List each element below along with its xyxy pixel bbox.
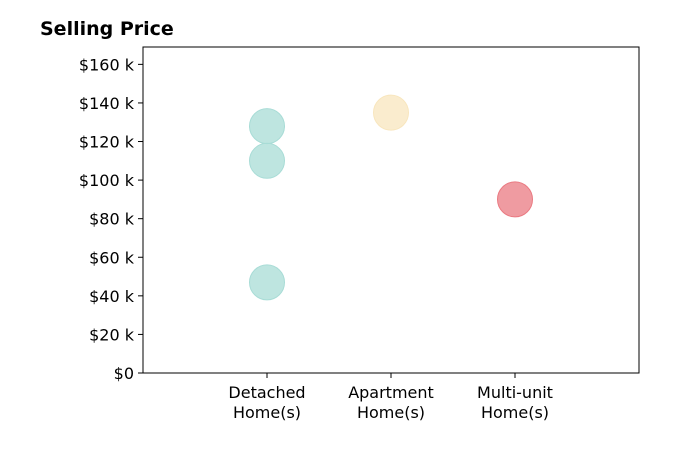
y-tick-label: $0 <box>114 364 134 383</box>
data-point <box>373 94 409 131</box>
y-tick-label: $20 k <box>89 325 135 344</box>
x-tick-label: Multi-unit Home(s) <box>477 383 553 422</box>
data-point <box>497 181 533 218</box>
data-point <box>249 264 285 301</box>
data-point <box>249 108 285 145</box>
y-tick-label: $100 k <box>79 171 135 190</box>
x-tick-label: Apartment Home(s) <box>348 383 434 422</box>
x-tick-label: Detached Home(s) <box>228 383 305 422</box>
y-tick-label: $120 k <box>79 133 135 152</box>
y-tick-label: $160 k <box>79 55 135 74</box>
y-tick-label: $40 k <box>89 287 135 306</box>
y-tick-label: $80 k <box>89 210 135 229</box>
y-tick-label: $60 k <box>89 248 135 267</box>
y-tick-label: $140 k <box>79 94 135 113</box>
data-point <box>249 142 285 179</box>
plot-area: $0 $20 k $40 k $60 k $80 k $100 k $120 k $140 k… <box>79 46 640 422</box>
chart-title: Selling Price <box>40 18 174 40</box>
